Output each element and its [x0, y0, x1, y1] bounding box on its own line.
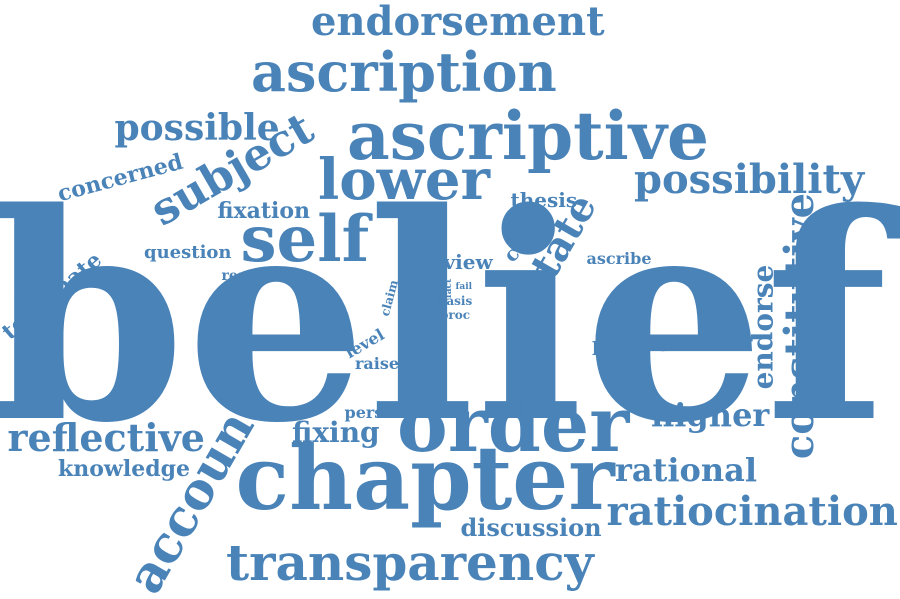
word-basis: basis: [438, 294, 473, 308]
word-paradox: paradox: [592, 332, 682, 356]
word-fact: fact: [443, 278, 454, 298]
word-fail: fail: [455, 281, 473, 292]
word-raise: raise: [355, 354, 400, 373]
word-fixing: fixing: [292, 416, 380, 449]
word-knowledge: knowledge: [58, 456, 190, 482]
word-reflective: reflective: [7, 415, 205, 460]
word-endorse: endorse: [745, 264, 779, 390]
word-higher: higher: [651, 396, 770, 434]
word-rational: rational: [615, 451, 758, 489]
word-view: view: [443, 250, 493, 274]
word-ascription: ascription: [251, 40, 557, 104]
word-belief: belief: [0, 150, 888, 486]
word-transparency: transparency: [226, 533, 594, 592]
word-proc: proc: [440, 308, 471, 322]
word-question: question: [144, 242, 232, 263]
word-constitutive: constitutive: [776, 192, 824, 460]
word-chapter: chapter: [235, 426, 615, 530]
word-reason: reason: [221, 268, 275, 284]
word-discussion: discussion: [460, 513, 602, 542]
word-self: self: [240, 202, 370, 277]
word-person: person: [344, 403, 406, 422]
word-lower: lower: [318, 147, 490, 213]
word-possible: possible: [114, 107, 280, 149]
word-thesis: thesis: [510, 188, 578, 212]
word-ascribe: ascribe: [586, 249, 652, 268]
word-ascriptive: ascriptive: [347, 97, 710, 175]
word-endorsement: endorsement: [311, 0, 605, 45]
word-order: order: [397, 380, 630, 469]
word-fixation: fixation: [217, 198, 311, 224]
word-ratiocination: ratiocination: [606, 488, 898, 535]
word-possibility: possibility: [634, 156, 865, 203]
